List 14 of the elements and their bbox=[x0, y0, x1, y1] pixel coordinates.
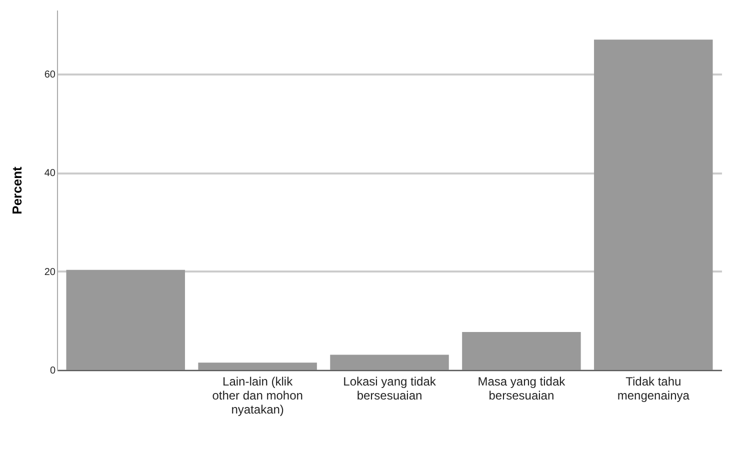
y-tick-label: 0 bbox=[50, 366, 56, 376]
bar bbox=[330, 354, 449, 370]
y-axis-title: Percent bbox=[9, 166, 24, 214]
x-tick-label: Tidak tahu mengenainya bbox=[617, 374, 690, 402]
x-tick-label: Masa yang tidak bersesuaian bbox=[478, 374, 566, 402]
y-tick-label: 60 bbox=[44, 70, 56, 81]
bar bbox=[594, 40, 713, 370]
bar bbox=[66, 270, 185, 370]
bar bbox=[462, 332, 581, 370]
y-tick-label: 40 bbox=[44, 168, 56, 180]
x-tick-label: Lain-lain (klik other dan mohon nyatakan) bbox=[212, 374, 303, 416]
bar bbox=[198, 362, 317, 370]
y-tick-label: 20 bbox=[44, 266, 56, 278]
x-tick-label: Lokasi yang tidak bersesuaian bbox=[343, 374, 437, 402]
